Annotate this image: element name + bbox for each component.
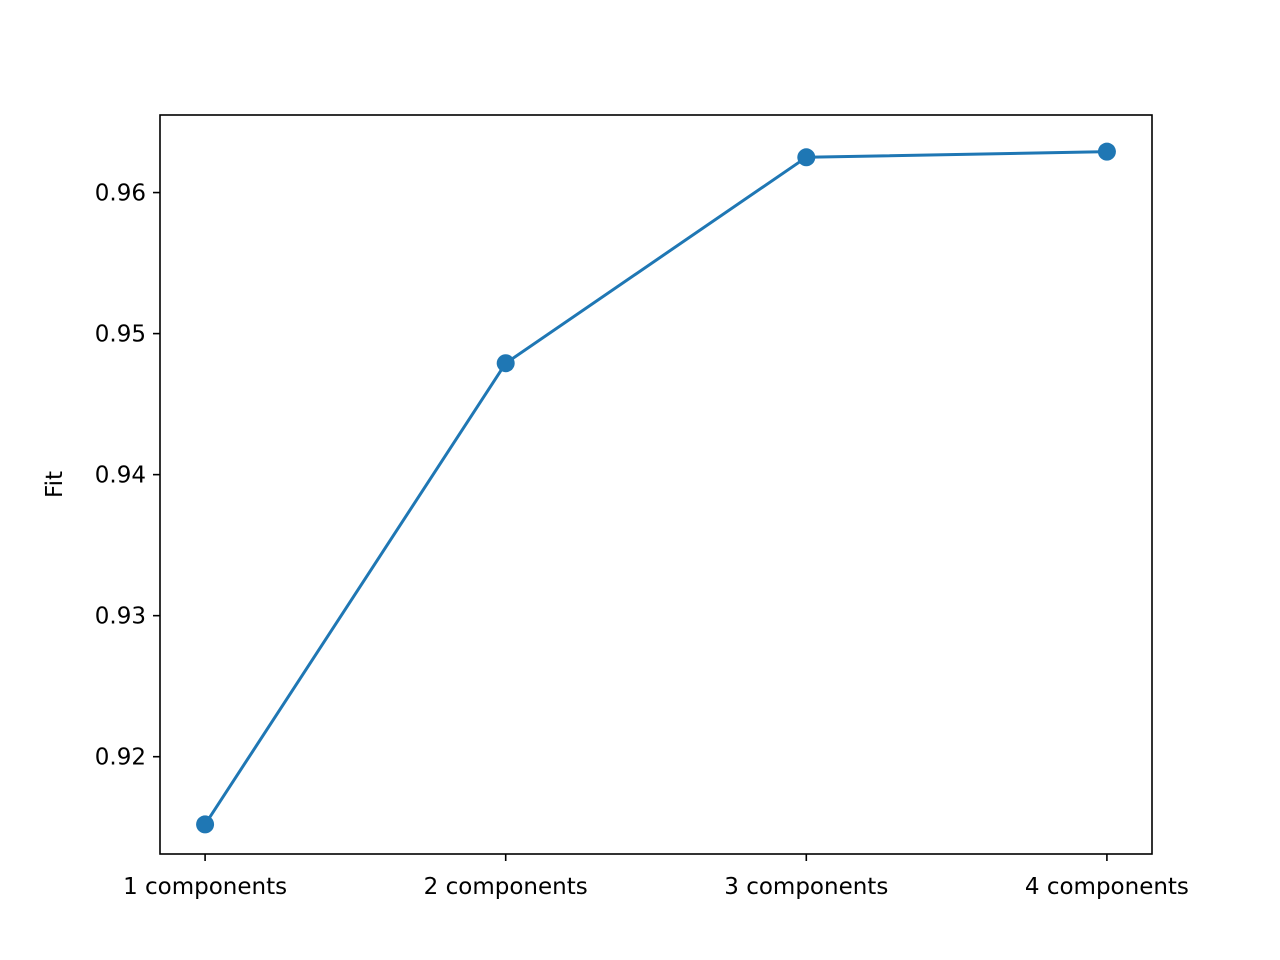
y-tick-label: 0.93 — [95, 604, 146, 630]
series-group — [196, 142, 1116, 834]
data-point — [797, 148, 816, 167]
y-tick-label: 0.92 — [95, 745, 146, 771]
data-point — [1097, 142, 1116, 161]
x-axis-ticks: 1 components 2 components 3 components 4 co… — [123, 854, 1189, 900]
y-tick-label: 0.95 — [95, 322, 146, 348]
data-point — [496, 354, 515, 373]
y-axis-ticks: 0.92 0.93 0.94 0.95 0.96 — [95, 181, 160, 771]
y-tick-label: 0.96 — [95, 181, 146, 207]
y-tick-label: 0.94 — [95, 463, 146, 489]
data-point — [196, 815, 215, 834]
x-tick-label: 3 components — [724, 874, 888, 900]
plot-frame — [159, 114, 1153, 855]
y-axis-label: Fit — [42, 471, 68, 498]
x-tick-label: 2 components — [424, 874, 588, 900]
series-line — [203, 150, 1109, 827]
x-tick-label: 1 components — [123, 874, 287, 900]
x-tick-label: 4 components — [1025, 874, 1189, 900]
